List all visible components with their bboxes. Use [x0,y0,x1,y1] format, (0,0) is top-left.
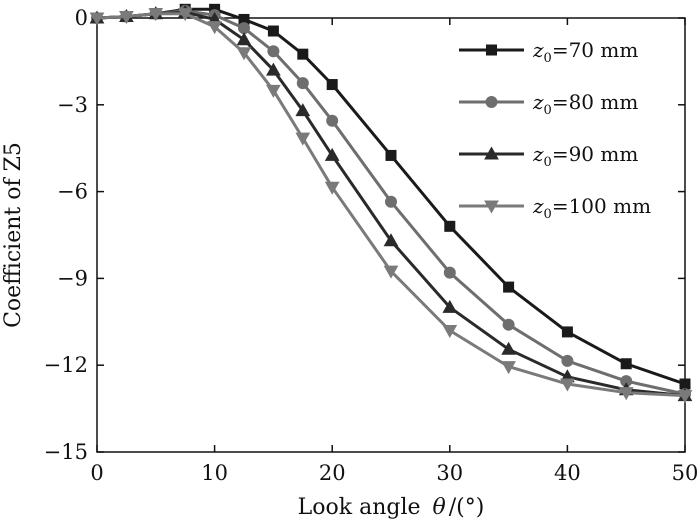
series-4 [89,8,693,404]
legend-label: z0=90 mm [532,142,638,170]
legend-subscript: 0 [544,103,552,118]
legend-subscript: 0 [544,155,552,170]
axis-ticks: 0 10 20 30 40 50 0 −3 −6 −9 −12 −15 [44,6,699,485]
x-axis-label: Look angle θ/(°) [298,495,485,520]
data-point [442,324,458,338]
legend-marker [486,44,497,56]
x-tick-label: 30 [436,461,463,485]
data-point [442,299,458,313]
legend-var: z [532,90,544,114]
data-point [295,103,311,117]
data-point [324,147,340,161]
legend-value: =70 mm [552,38,639,62]
data-point [148,8,164,22]
x-tick-label: 50 [672,461,699,485]
y-tick-label: 0 [75,6,88,30]
data-point [443,266,456,279]
data-point [326,114,339,127]
x-axis-label-unit: /(°) [449,495,485,520]
data-point [385,195,397,208]
legend-label: z0=100 mm [532,194,651,222]
data-point [620,358,632,370]
legend-subscript: 0 [544,207,552,222]
legend-entry-4: z0=100 mm [459,194,651,222]
data-point [503,281,515,293]
data-point [119,11,134,25]
x-tick-label: 20 [319,461,346,485]
y-tick-label: −15 [44,440,88,464]
data-point [238,22,250,35]
legend-entry-3: z0=90 mm [459,142,638,170]
legend-var: z [532,142,544,166]
legend-marker [485,96,498,108]
data-point [444,220,456,232]
y-tick-label: −6 [57,180,88,204]
data-point [561,354,574,367]
data-point [326,79,338,91]
plot-frame [96,17,686,453]
data-point [207,21,222,35]
data-point [297,48,309,60]
data-point [236,47,252,61]
x-tick-label: 40 [554,461,581,485]
legend-var: z [532,38,544,62]
series-layer [89,3,693,404]
data-point [502,318,515,331]
data-point [501,341,516,355]
data-point [677,390,693,404]
data-point [501,361,516,375]
y-tick-label: −9 [57,266,88,290]
y-tick-label: −12 [44,353,88,377]
data-point [324,181,340,195]
legend-entry-2: z0=80 mm [459,90,638,118]
y-tick-label: −3 [57,93,88,117]
data-point [295,132,311,146]
data-point [560,378,575,392]
data-point [296,77,309,90]
data-point [266,84,281,98]
data-point [267,45,280,58]
legend-subscript: 0 [544,51,552,66]
legend-value: =100 mm [552,194,651,218]
data-point [385,149,397,161]
data-point [679,378,691,390]
y-axis-label: Coefficient of Z5 [1,142,26,328]
x-tick-label: 10 [201,461,228,485]
data-point [267,25,279,37]
data-point [383,265,399,279]
legend-marker [484,146,499,160]
data-point [383,233,399,247]
legend-label: z0=80 mm [532,90,638,118]
x-tick-label: 0 [90,461,103,485]
legend-value: =90 mm [552,142,639,166]
legend-var: z [532,194,544,218]
data-point [236,32,252,46]
legend-value: =80 mm [552,90,639,114]
data-point [89,12,105,26]
x-axis-label-symbol: θ [433,495,446,520]
x-axis-label-text: Look angle [298,495,421,520]
legend-marker [484,200,499,214]
legend-entry-1: z0=70 mm [459,38,638,66]
legend-label: z0=70 mm [532,38,638,66]
data-point [266,62,281,76]
data-point [618,387,634,401]
data-point [177,8,193,22]
data-point [561,326,573,338]
